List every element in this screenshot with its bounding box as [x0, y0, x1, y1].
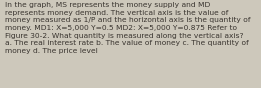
Text: In the graph, MS represents the money supply and MD
represents money demand. The: In the graph, MS represents the money su… — [5, 2, 250, 54]
